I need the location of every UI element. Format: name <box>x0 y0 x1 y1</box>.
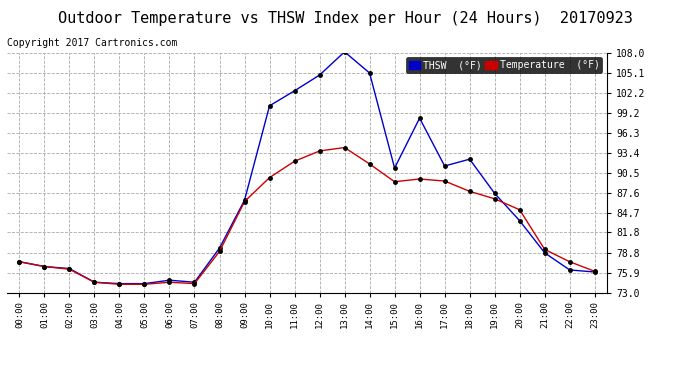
Text: Outdoor Temperature vs THSW Index per Hour (24 Hours)  20170923: Outdoor Temperature vs THSW Index per Ho… <box>57 11 633 26</box>
Legend: THSW  (°F), Temperature  (°F): THSW (°F), Temperature (°F) <box>406 57 602 73</box>
Text: Copyright 2017 Cartronics.com: Copyright 2017 Cartronics.com <box>7 38 177 48</box>
